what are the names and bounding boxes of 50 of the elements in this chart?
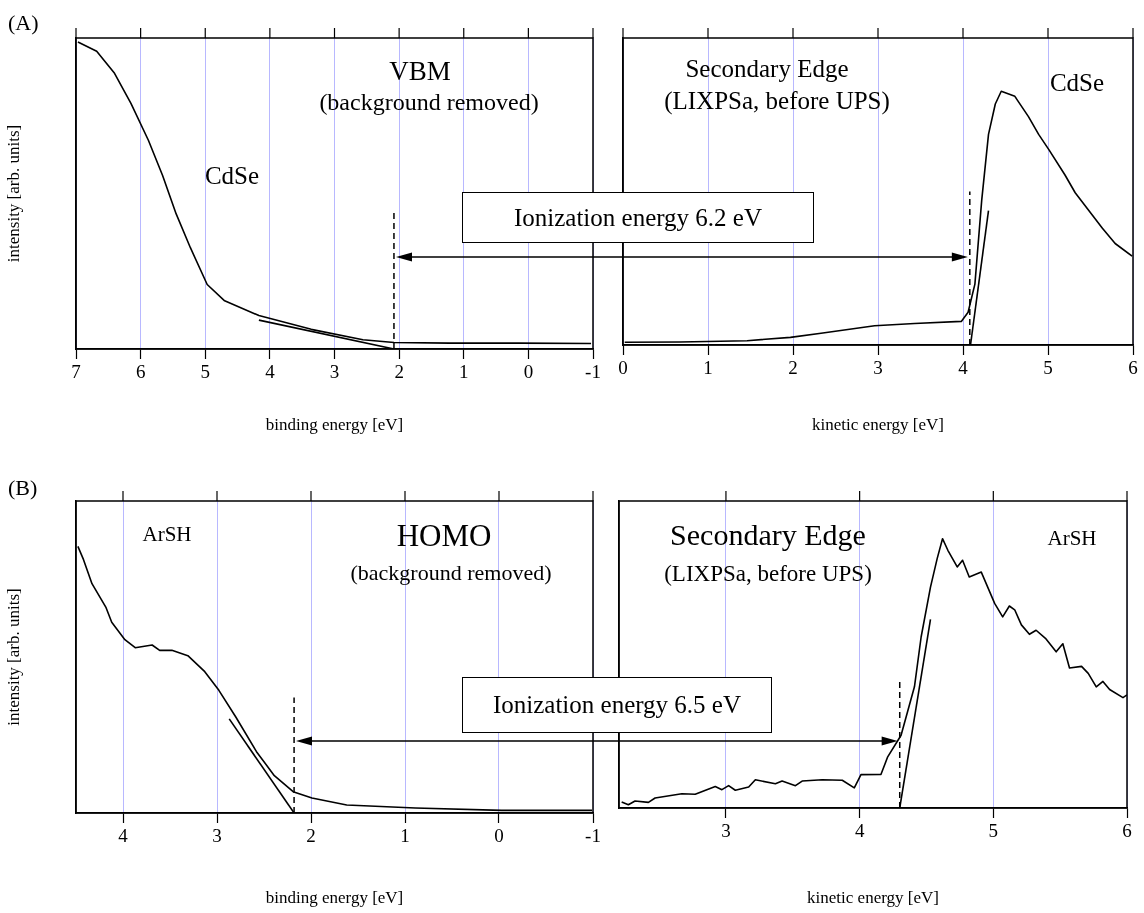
annotation: CdSe [204, 161, 260, 189]
x-tick-label: 0 [523, 361, 534, 383]
x-tick-label: 1 [400, 825, 410, 847]
x-tick-label: 7 [71, 361, 81, 383]
annotation: VBM [389, 55, 451, 86]
x-tick-label: 2 [306, 825, 316, 847]
x-tick-label: 1 [459, 361, 469, 383]
annotation: (LIXPSa, before UPS) [664, 560, 872, 586]
x-tick-label: 6 [1128, 357, 1138, 379]
chart-title: (A) [8, 10, 39, 36]
x-tick-label: 6 [1122, 820, 1132, 842]
x-tick-label: 4 [958, 357, 969, 379]
x-tick-label: 6 [135, 361, 146, 383]
y-axis-title: intensity [arb. units] [3, 588, 23, 726]
annotation: (background removed) [319, 89, 539, 115]
x-tick-label: 5 [200, 361, 210, 383]
annotation: (background removed) [350, 560, 552, 585]
annotation: CdSe [1049, 68, 1105, 96]
x-tick-label: 4 [118, 825, 129, 847]
x-tick-label: -1 [585, 361, 601, 383]
x-tick-label: 0 [618, 357, 628, 379]
text: Secondary Edge [685, 54, 849, 82]
x-tick-label: 3 [329, 361, 340, 383]
y-axis-title: intensity [arb. units] [3, 124, 23, 263]
annotation: Secondary Edge [670, 518, 866, 551]
x-tick-label: -1 [585, 825, 601, 847]
x-tick-label: 4 [265, 361, 276, 383]
x-axis-title: kinetic energy [eV] [807, 888, 939, 908]
label-box: Ionization energy 6.5 eV [462, 677, 772, 733]
x-tick-label: 3 [721, 820, 731, 842]
x-tick-label: 2 [394, 361, 404, 383]
annotation: Ionization energy 6.5 eV [492, 691, 742, 719]
annotation: ArSH [1047, 525, 1097, 550]
x-tick-label: 2 [788, 357, 798, 379]
x-axis-title: binding energy [eV] [265, 888, 404, 908]
chart-title: (B) [8, 475, 38, 501]
x-axis-title: binding energy [eV] [265, 415, 404, 435]
x-tick-label: 3 [212, 825, 222, 847]
x-tick-label: 0 [494, 825, 504, 847]
x-tick-label: 4 [854, 820, 865, 842]
x-axis-title: kinetic energy [eV] [812, 415, 944, 435]
x-tick-label: 3 [873, 357, 883, 379]
x-tick-label: 5 [988, 820, 999, 842]
label-box: Ionization energy 6.2 eV [462, 192, 814, 243]
annotation: HOMO [396, 517, 492, 553]
x-tick-label: 1 [703, 357, 713, 379]
annotation: (LIXPSa, before UPS) [664, 86, 890, 114]
annotation: Ionization energy 6.2 eV [513, 203, 763, 232]
text: ArSH [142, 521, 192, 546]
x-tick-label: 5 [1043, 357, 1053, 379]
